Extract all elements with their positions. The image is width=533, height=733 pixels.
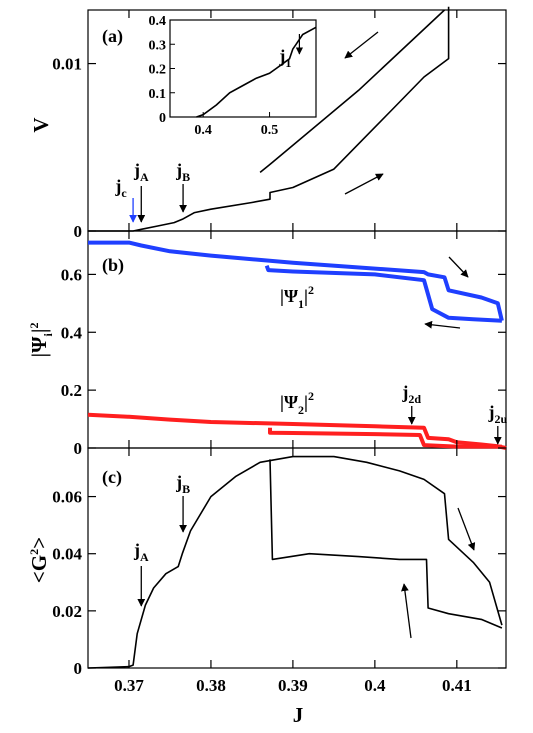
- panel-2-ytick-label-3: 0.06: [52, 488, 82, 507]
- panel-1-ytick-label-1: 0.2: [61, 381, 82, 400]
- panel-1-ytick-label-0: 0: [74, 439, 83, 458]
- inset-ytick-label-0: 0: [159, 111, 166, 126]
- panel-2-annotation-0: jA: [133, 540, 149, 564]
- psi1-label-sub: 1: [298, 297, 304, 311]
- inset-xtick-label-0: 0.4: [194, 123, 212, 138]
- xtick-label-2: 0.39: [278, 676, 308, 695]
- panel-b-ylabel-sub: i: [41, 332, 55, 336]
- panel-0-ytick-label-0: 0: [74, 222, 83, 241]
- panel-1-series-0: [88, 240, 504, 322]
- panel-2-ytick-label-2: 0.04: [52, 545, 82, 564]
- panel-0-annotation-1: jA: [133, 160, 149, 184]
- panel-a-label: (a): [102, 26, 123, 47]
- psi2-label-sub: 2: [298, 403, 304, 417]
- inset-series: [196, 26, 317, 118]
- arrow-a-down: [344, 31, 379, 59]
- psi2-label-sup: 2: [308, 389, 314, 403]
- panel-1-series-1: [264, 265, 503, 323]
- psi1-label: |Ψ1|2: [280, 283, 314, 311]
- psi2-label-end: |: [304, 392, 308, 412]
- panel-1-series-2: [87, 412, 507, 450]
- arrow-a-up: [344, 173, 384, 195]
- panel-2-annotation-1: jB: [175, 472, 190, 496]
- panel-b-label: (b): [102, 255, 124, 276]
- panel-c-frame: [87, 447, 507, 669]
- panel-1-ytick-label-2: 0.4: [61, 323, 83, 342]
- panel-1-series-3: [268, 427, 502, 449]
- psi2-label: |Ψ2|2: [280, 389, 314, 417]
- x-axis-label: J: [293, 703, 304, 727]
- xtick-label-1: 0.38: [196, 676, 226, 695]
- psi1-label-sup: 2: [308, 283, 314, 297]
- panel-2-ytick-label-1: 0.02: [52, 602, 82, 621]
- panel-0-series-0: [88, 6, 450, 232]
- arrow-b-right: [448, 256, 469, 278]
- panel-0-ytick-label-1: 0.01: [52, 55, 82, 74]
- panel-1-ytick-label-3: 0.6: [61, 265, 82, 284]
- panel-c-label: (c): [102, 467, 122, 488]
- arrow-c-up: [401, 583, 412, 639]
- panel-c-ylabel-end: >: [27, 537, 51, 549]
- xtick-label-4: 0.41: [442, 676, 472, 695]
- inset-ytick-label-2: 0.2: [149, 63, 167, 78]
- xtick-label-3: 0.4: [364, 676, 386, 695]
- inset-ytick-label-3: 0.3: [149, 38, 167, 53]
- panel-2-ytick-label-0: 0: [74, 659, 83, 678]
- panel-1-annotation-0: j2d: [401, 382, 421, 406]
- panel-2-series-0: [87, 455, 503, 669]
- arrow-b-left: [424, 320, 461, 329]
- inset-ytick-label-1: 0.1: [149, 87, 167, 102]
- panel-b-ylabel: |Ψi|2: [27, 323, 55, 358]
- panel-0-annotation-0: jc: [114, 176, 127, 200]
- panel-c-ylabel-base: <G: [27, 555, 51, 583]
- inset-ytick-label-4: 0.4: [149, 14, 167, 29]
- panel-b-ylabel-end: |: [27, 329, 51, 334]
- psi1-label-base: |Ψ: [280, 286, 298, 306]
- panel-b-ylabel-sup: 2: [27, 323, 41, 329]
- panel-0-annotation-2: jB: [175, 160, 190, 184]
- panel-2-series-1: [269, 459, 503, 629]
- panel-c-ylabel: <G2>: [27, 537, 51, 583]
- arrow-c-down: [457, 507, 476, 551]
- xtick-label-0: 0.37: [114, 676, 144, 695]
- inset-annotation-j1: j1: [278, 46, 291, 70]
- panel-c-ylabel-sup: 2: [27, 549, 41, 555]
- psi2-label-base: |Ψ: [280, 392, 298, 412]
- panel-1-annotation-1: j2u: [487, 402, 507, 426]
- inset-xtick-label-1: 0.5: [261, 123, 279, 138]
- psi1-label-end: |: [304, 286, 308, 306]
- panel-b-ylabel-base: |Ψ: [27, 336, 51, 358]
- inset-frame: [169, 19, 317, 118]
- panel-0-series-1: [259, 9, 446, 174]
- panel-a-ylabel: V: [29, 117, 53, 132]
